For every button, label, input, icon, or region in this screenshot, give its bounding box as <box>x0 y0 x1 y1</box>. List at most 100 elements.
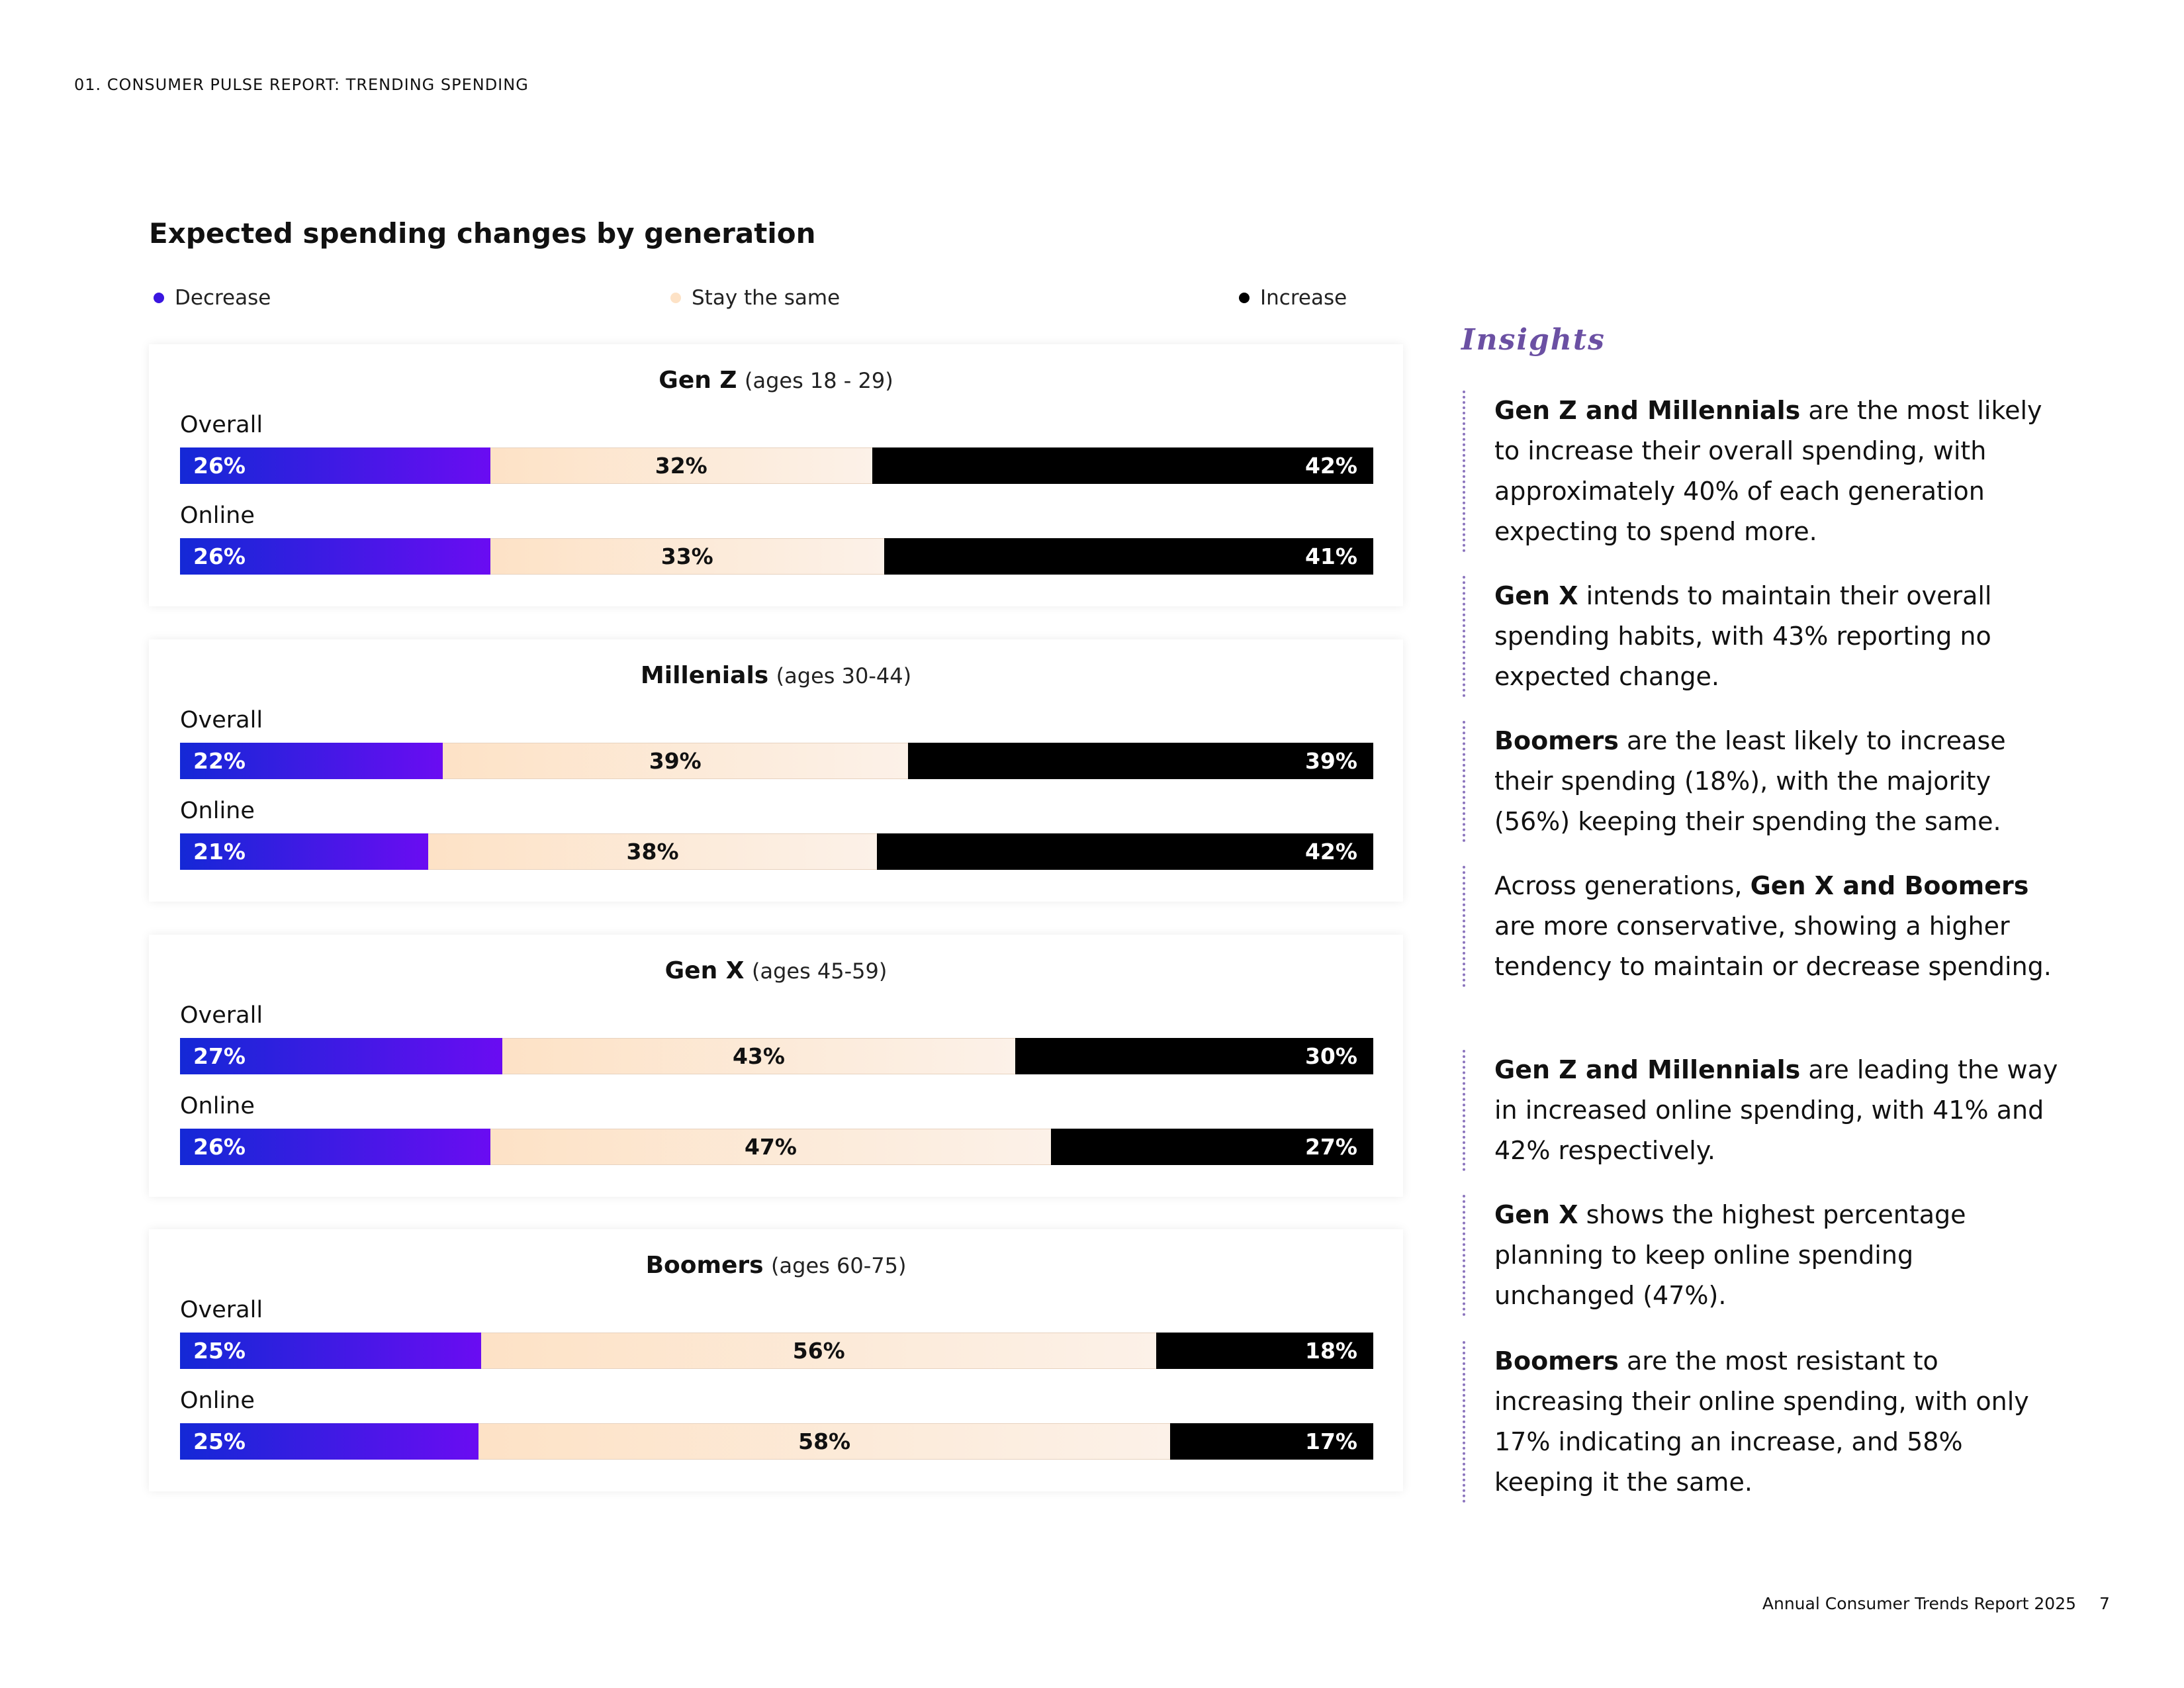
data-label: 41% <box>1304 543 1357 569</box>
data-label: 43% <box>732 1043 785 1069</box>
data-label: 25% <box>193 1338 246 1364</box>
insight-item: Across generations, Gen X and Boomers ar… <box>1463 866 2058 987</box>
stacked-bar: 22% 39% 39% <box>180 743 1373 779</box>
insight-text: intends to maintain their overall spendi… <box>1494 581 1992 691</box>
row-label: Online <box>180 1387 255 1414</box>
generation-title: Boomers (ages 60-75) <box>149 1252 1403 1279</box>
data-label: 17% <box>1304 1429 1357 1454</box>
page-number: 7 <box>2099 1594 2110 1613</box>
data-label: 47% <box>744 1134 797 1160</box>
data-label: 22% <box>193 748 246 774</box>
row-label: Overall <box>180 412 263 438</box>
data-label: 39% <box>1304 748 1357 774</box>
row-label: Overall <box>180 1002 263 1029</box>
insight-item: Boomers are the least likely to increase… <box>1463 721 2058 842</box>
generation-name: Boomers <box>645 1252 764 1279</box>
stay-same-segment: 33% <box>490 538 884 575</box>
row-label: Online <box>180 1093 255 1119</box>
row-label: Overall <box>180 707 263 733</box>
data-label: 42% <box>1304 453 1357 479</box>
insight-highlight: Gen Z and Millennials <box>1494 396 1801 425</box>
data-label: 18% <box>1304 1338 1357 1364</box>
insight-item: Boomers are the most resistant to increa… <box>1463 1341 2058 1503</box>
data-label: 32% <box>655 453 707 479</box>
generation-card: Gen Z (ages 18 - 29) Overall 26% 32% 42% Onli… <box>149 344 1403 606</box>
legend-label: Decrease <box>175 286 271 310</box>
increase-segment: 17% <box>1170 1423 1373 1460</box>
data-label: 42% <box>1304 839 1357 865</box>
data-label: 38% <box>626 839 679 865</box>
stacked-bar: 27% 43% 30% <box>180 1038 1373 1074</box>
increase-segment: 18% <box>1156 1333 1373 1369</box>
data-label: 26% <box>193 543 246 569</box>
generation-ages: (ages 60-75) <box>771 1253 907 1278</box>
stacked-bar: 26% 32% 42% <box>180 447 1373 484</box>
insight-text: shows the highest percentage planning to… <box>1494 1200 1966 1310</box>
generation-card: Millenials (ages 30-44) Overall 22% 39% 39% O… <box>149 639 1403 902</box>
stay-same-segment: 58% <box>478 1423 1171 1460</box>
decrease-segment: 26% <box>180 447 490 484</box>
generation-card: Boomers (ages 60-75) Overall 25% 56% 18% Onli… <box>149 1229 1403 1491</box>
generation-ages: (ages 30-44) <box>776 663 912 688</box>
insight-item: Gen X intends to maintain their overall … <box>1463 576 2058 697</box>
stay-same-segment: 43% <box>502 1038 1016 1074</box>
insight-item: Gen X shows the highest percentage plann… <box>1463 1195 2058 1316</box>
decrease-segment: 26% <box>180 538 490 575</box>
generation-title: Gen Z (ages 18 - 29) <box>149 367 1403 394</box>
section-header: 01. CONSUMER PULSE REPORT: TRENDING SPEN… <box>74 75 529 94</box>
data-label: 30% <box>1304 1043 1357 1069</box>
data-label: 21% <box>193 839 246 865</box>
data-label: 33% <box>660 543 713 569</box>
stay-same-segment: 47% <box>490 1129 1052 1165</box>
decrease-segment: 26% <box>180 1129 490 1165</box>
footer-report-title: Annual Consumer Trends Report 2025 <box>1762 1594 2076 1613</box>
data-label: 58% <box>798 1429 851 1454</box>
legend-increase: Increase <box>1239 286 1347 310</box>
stacked-bar: 26% 33% 41% <box>180 538 1373 575</box>
row-label: Online <box>180 502 255 529</box>
insight-highlight: Gen X <box>1494 1200 1578 1229</box>
legend-dot-icon <box>670 293 681 303</box>
insight-item: Gen Z and Millennials are the most likel… <box>1463 391 2058 552</box>
data-label: 26% <box>193 453 246 479</box>
legend-decrease: Decrease <box>154 286 271 310</box>
generation-card: Gen X (ages 45-59) Overall 27% 43% 30% Online… <box>149 935 1403 1197</box>
generation-ages: (ages 18 - 29) <box>744 368 893 393</box>
stay-same-segment: 32% <box>490 447 872 484</box>
row-label: Overall <box>180 1297 263 1323</box>
insights-title: Insights <box>1461 323 1606 357</box>
decrease-segment: 25% <box>180 1333 482 1369</box>
insight-highlight: Gen Z and Millennials <box>1494 1055 1801 1084</box>
generation-title: Millenials (ages 30-44) <box>149 662 1403 689</box>
stay-same-segment: 56% <box>481 1333 1157 1369</box>
increase-segment: 30% <box>1015 1038 1373 1074</box>
insight-text: are more conservative, showing a higher … <box>1494 912 2052 981</box>
data-label: 56% <box>792 1338 845 1364</box>
decrease-segment: 22% <box>180 743 443 779</box>
generation-ages: (ages 45-59) <box>751 959 887 984</box>
increase-segment: 41% <box>884 538 1373 575</box>
data-label: 39% <box>649 748 702 774</box>
insight-highlight: Gen X and Boomers <box>1750 871 2029 900</box>
stacked-bar: 25% 56% 18% <box>180 1333 1373 1369</box>
insight-text: are the most resistant to increasing the… <box>1494 1346 2029 1497</box>
decrease-segment: 21% <box>180 833 428 870</box>
stay-same-segment: 39% <box>442 743 908 779</box>
legend-dot-icon <box>1239 293 1250 303</box>
legend-label: Stay the same <box>692 286 841 310</box>
insight-text: are leading the way in increased online … <box>1494 1055 2058 1165</box>
decrease-segment: 25% <box>180 1423 478 1460</box>
decrease-segment: 27% <box>180 1038 502 1074</box>
generation-name: Gen X <box>664 957 745 984</box>
data-label: 27% <box>193 1043 246 1069</box>
row-label: Online <box>180 798 255 824</box>
stay-same-segment: 38% <box>428 833 878 870</box>
insight-text: Across generations, <box>1494 871 1751 900</box>
insight-item: Gen Z and Millennials are leading the wa… <box>1463 1050 2058 1171</box>
increase-segment: 39% <box>907 743 1373 779</box>
insight-highlight: Gen X <box>1494 581 1578 610</box>
stacked-bar: 26% 47% 27% <box>180 1129 1373 1165</box>
increase-segment: 42% <box>872 447 1373 484</box>
data-label: 26% <box>193 1134 246 1160</box>
insight-highlight: Boomers <box>1494 1346 1619 1376</box>
